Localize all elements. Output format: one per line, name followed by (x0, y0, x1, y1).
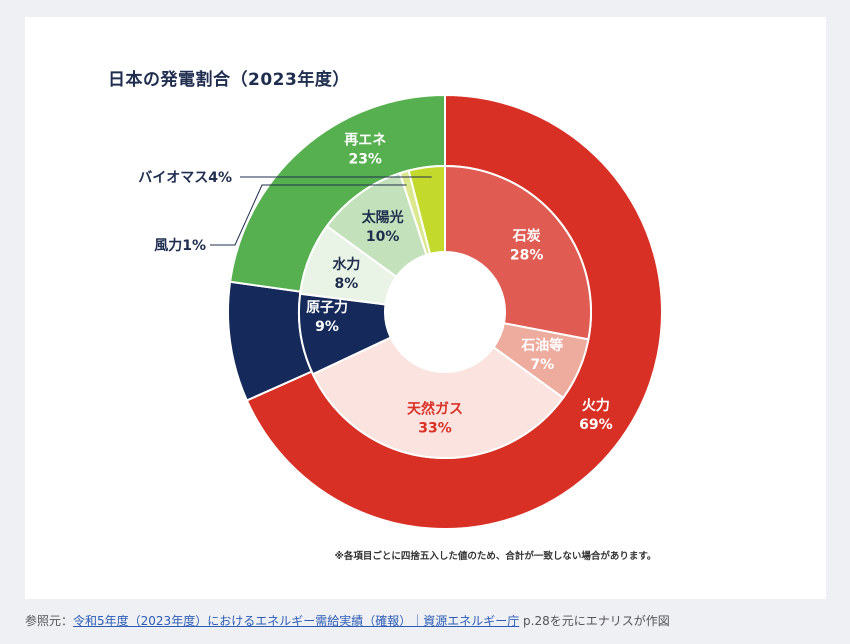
inner-label-2: 天然ガス 33% (407, 401, 463, 437)
inner-label-name-2: 天然ガス (407, 401, 463, 418)
inner-label-value-0: 28% (510, 247, 544, 263)
inner-slice-2 (311, 336, 565, 459)
inner-label-value-5: 10% (366, 229, 400, 245)
source-prefix: 参照元： (25, 614, 74, 628)
inner-label-5: 太陽光 10% (362, 209, 404, 245)
inner-label-value-2: 33% (418, 421, 452, 437)
donut-chart: 火力 69% 原子力 9% 再エネ 23% 石炭 28% 石油等 7% 天然ガス 33% 水力 8% 太陽光… (138, 93, 663, 530)
outer-label-2: 再エネ 23% (344, 132, 386, 167)
callout-label-1: 風力1% (154, 237, 206, 254)
outer-label-name-2: 再エネ (344, 132, 386, 148)
inner-label-name-5: 太陽光 (362, 209, 404, 226)
inner-slice-0 (444, 164, 592, 341)
inner-label-1: 石油等 7% (520, 337, 563, 373)
source-link[interactable]: 令和5年度（2023年度）におけるエネルギー需給実績（確報）｜資源エネルギー庁 (73, 614, 520, 628)
inner-label-name-0: 石炭 (512, 227, 541, 244)
callout-line-1 (210, 184, 407, 246)
chart-title: 日本の発電割合（2023年度） (108, 70, 350, 90)
chart-card: 日本の発電割合（2023年度） 火力 69% 原子力 9% 再エネ 23% 石炭 28% 石油等… (25, 17, 826, 599)
inner-label-name-1: 石油等 (520, 337, 563, 354)
outer-label-name-1: 原子力 (306, 299, 348, 316)
inner-label-value-4: 8% (335, 276, 359, 292)
inner-label-4: 水力 8% (332, 256, 360, 292)
source-citation: 参照元：令和5年度（2023年度）におけるエネルギー需給実績（確報）｜資源エネル… (25, 612, 670, 629)
inner-label-name-4: 水力 (332, 256, 360, 273)
outer-label-value-0: 69% (579, 417, 613, 433)
outer-label-1: 原子力 9% (306, 299, 348, 335)
outer-label-name-0: 火力 (582, 397, 610, 414)
inner-label-0: 石炭 28% (510, 227, 544, 263)
outer-label-0: 火力 69% (579, 397, 613, 433)
footnote: ※各項目ごとに四捨五入した値のため、合計が一致しない場合があります。 (334, 551, 657, 562)
inner-slice-7 (407, 164, 446, 256)
callout-label-0: バイオマス4% (138, 170, 232, 186)
outer-label-value-1: 9% (315, 319, 339, 335)
source-suffix: p.28を元にエナリスが作図 (519, 614, 670, 628)
inner-label-value-1: 7% (530, 357, 554, 373)
outer-label-value-2: 23% (348, 151, 382, 167)
